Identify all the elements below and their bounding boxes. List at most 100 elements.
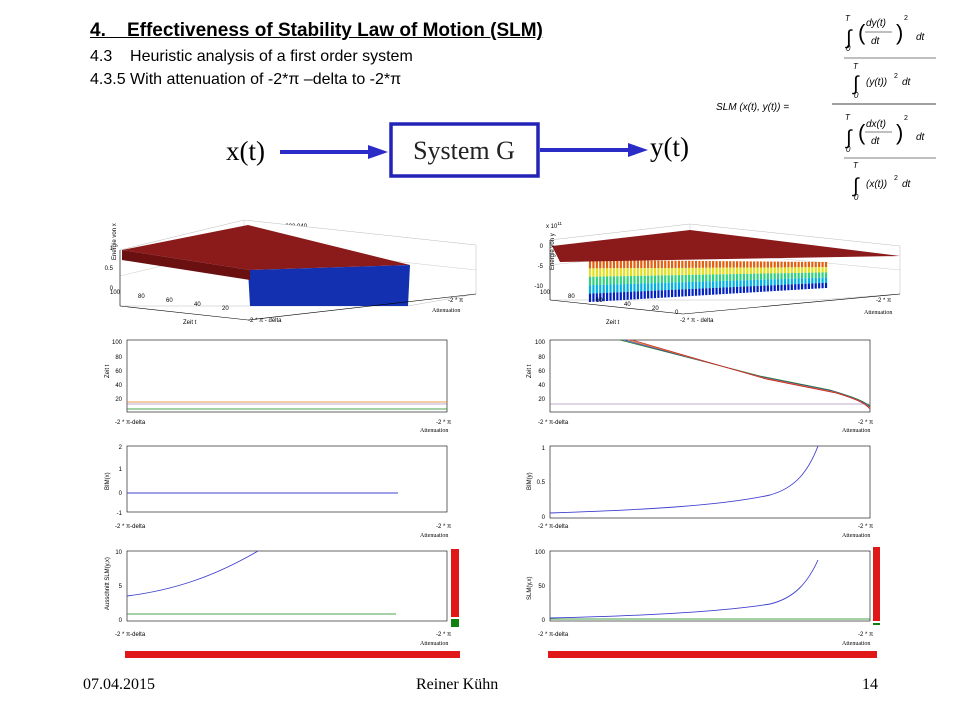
- paren: (: [858, 120, 866, 145]
- integrand-dt: dt: [902, 179, 912, 190]
- x-tick: 80: [138, 294, 145, 300]
- left-3d-plot: Abbildung 002 040 1 0.5 0 Energie von x …: [105, 219, 477, 326]
- x-tick: 60: [596, 298, 603, 304]
- y-tick: 1: [119, 467, 123, 473]
- right-slm-plot: 100 50 0 SLM(y,x) -2 * π-delta -2 * π At…: [527, 547, 880, 647]
- y-tick: 60: [538, 369, 545, 375]
- y-tick: 100: [112, 340, 123, 346]
- y-tick: 0.5: [537, 480, 546, 486]
- y-tick: 100: [535, 550, 546, 556]
- subtitle-subsection: 4.3.5 With attenuation of -2*π –delta to…: [90, 71, 402, 88]
- y-axis-label: BIM(y): [527, 472, 533, 490]
- x-axis-title: Attenuation: [420, 428, 448, 434]
- y-tick: 100: [535, 340, 546, 346]
- num-lower-limit: 0: [846, 44, 851, 53]
- surface-strips: [588, 260, 828, 302]
- right-bim-plot: 1 0.5 0 BIM(y) -2 * π-delta -2 * π Atten…: [527, 445, 873, 539]
- axes-box: [549, 445, 871, 519]
- right-3d-exponent: x 1011: [546, 221, 563, 230]
- y-axis-label: BIM(x): [105, 472, 111, 490]
- y-tick: 2: [119, 445, 123, 451]
- y-axis-label: SLM(y,x): [527, 576, 533, 600]
- integrand-dt: dt: [902, 77, 912, 88]
- x-axis-label-right: -2 * π: [858, 632, 873, 638]
- y-tick: 40: [538, 383, 545, 389]
- integrand-dt: dt: [916, 32, 926, 43]
- num-integral-sign: ∫: [852, 73, 860, 95]
- x-axis-label-right: -2 * π: [436, 524, 451, 530]
- footer-page-number: 14: [862, 676, 878, 693]
- axes-box: [126, 445, 448, 513]
- axes-box: [126, 550, 448, 622]
- footer-author: Reiner Kühn: [416, 676, 499, 693]
- x-axis-label-right: -2 * π: [858, 524, 873, 530]
- x-axis-label-left: -2 * π-delta: [115, 524, 146, 530]
- y-axis: [682, 293, 901, 315]
- y-tick: 0: [119, 618, 123, 624]
- y-tick: 0: [542, 618, 546, 624]
- slm-formula: SLM (x(t), y(t)) = T 0 ∫ ( dy(t) dt ) 2 …: [716, 14, 936, 202]
- y-axis-label-start: -2 * π - delta: [248, 318, 282, 324]
- den-lower-limit: 0: [846, 145, 851, 154]
- x-axis-title: Attenuation: [842, 533, 870, 539]
- x-axis-title: Attenuation: [842, 428, 870, 434]
- red-summary-bar-left: [125, 651, 460, 658]
- z-tick: -10: [534, 284, 543, 290]
- footer-date: 07.04.2015: [83, 676, 155, 693]
- x-axis-title: Attenuation: [842, 641, 870, 647]
- den-upper-limit: T: [853, 161, 859, 170]
- y-tick: 10: [115, 550, 122, 556]
- green-indicator-bar: [873, 623, 880, 625]
- num-top-dt: dt: [871, 36, 881, 47]
- num-bottom-term: (y(t)): [866, 77, 887, 88]
- num-lower-limit: 0: [854, 91, 859, 100]
- y-tick: 1: [542, 446, 546, 452]
- y-axis-label-title: Attenuation: [864, 310, 892, 316]
- num-top-derivative: dy(t): [866, 18, 886, 29]
- y-axis-label: Ausschnitt SLM(y,x): [105, 557, 111, 610]
- y-axis-label: Zeit t: [527, 364, 533, 378]
- y-axis-label-start: -2 * π - delta: [680, 318, 714, 324]
- z-tick: 1: [110, 246, 114, 252]
- num-upper-limit: T: [853, 62, 859, 71]
- axes-box: [126, 339, 448, 413]
- data-curve: [549, 559, 819, 619]
- axes-box: [549, 339, 871, 413]
- x-axis-title: Attenuation: [420, 533, 448, 539]
- y-axis-label-end: -2 * π: [448, 298, 463, 304]
- system-block: [389, 122, 540, 178]
- left-slm-plot: 10 5 0 Ausschnitt SLM(y,x) -2 * π-delta …: [105, 549, 459, 647]
- den-upper-limit: T: [845, 113, 851, 122]
- y-tick: 80: [538, 355, 545, 361]
- axes-box: [549, 550, 871, 622]
- red-indicator-bar: [873, 547, 880, 621]
- y-axis-label: Zeit t: [105, 364, 111, 378]
- y-axis: [247, 293, 477, 321]
- x-axis-label: Zeit t: [183, 320, 197, 326]
- den-integral-sign: ∫: [845, 127, 853, 149]
- x-axis-label-left: -2 * π-delta: [115, 420, 146, 426]
- paren: ): [896, 120, 903, 145]
- exponent: 2: [904, 115, 908, 122]
- output-arrow-head: [628, 143, 648, 157]
- data-curve: [631, 339, 871, 410]
- z-tick: 0: [540, 244, 544, 250]
- x-tick: 40: [194, 302, 201, 308]
- paren: ): [896, 20, 903, 45]
- data-curve: [549, 445, 819, 514]
- system-block-label: System G: [413, 136, 515, 165]
- num-integral-sign: ∫: [845, 27, 853, 49]
- x-axis-label-left: -2 * π-delta: [538, 524, 569, 530]
- x-tick: 0: [675, 310, 679, 316]
- input-arrow-head: [368, 145, 388, 159]
- surface-wall: [248, 265, 410, 306]
- y-tick: 5: [119, 584, 123, 590]
- exponent: 2: [894, 175, 898, 182]
- y-tick: 80: [115, 355, 122, 361]
- x-axis-label-right: -2 * π: [858, 420, 873, 426]
- x-axis-label-right: -2 * π: [436, 420, 451, 426]
- x-axis-label-right: -2 * π: [436, 632, 451, 638]
- right-3d-plot: x 1011 0 -5 -10 Energie von y 100 80 60 …: [534, 221, 901, 326]
- integrand-dt: dt: [916, 132, 926, 143]
- y-tick: 20: [538, 397, 545, 403]
